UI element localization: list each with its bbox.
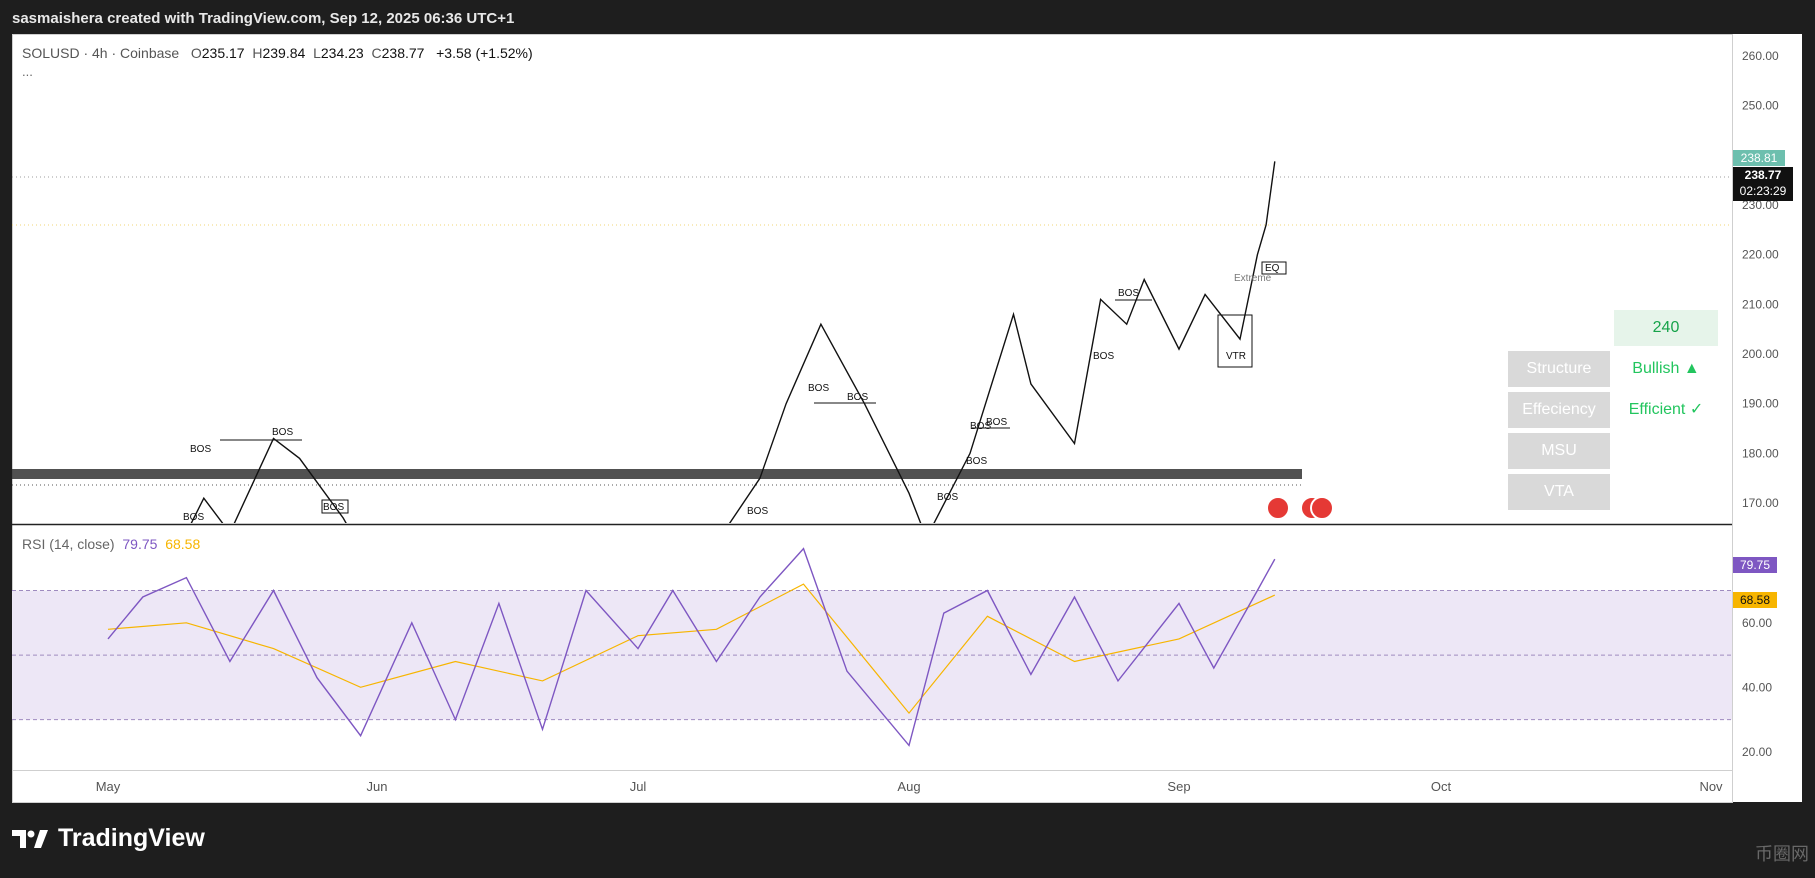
level-cell: 240 — [1614, 310, 1718, 346]
last-price-tag: 238.77 02:23:29 — [1733, 167, 1793, 201]
rsi-ma-legend-value: 68.58 — [165, 536, 201, 552]
rsi-ma-series-line — [107, 583, 1276, 715]
extreme-label: Extreme — [1234, 273, 1272, 284]
rsi-axis: 60.00 40.00 20.00 — [1742, 616, 1772, 759]
time-tick-label: Nov — [1699, 779, 1723, 794]
change-value: +3.58 (+1.52%) — [436, 45, 533, 61]
price-tick-label: 260.00 — [1742, 49, 1779, 63]
low-label: L — [313, 45, 321, 61]
more-indicators-button[interactable]: ... — [22, 64, 33, 79]
price-tick-label: 190.00 — [1742, 397, 1779, 411]
time-tick-label: Oct — [1431, 779, 1452, 794]
site-watermark: 币圈网 — [1755, 844, 1809, 864]
msu-value — [1614, 433, 1718, 469]
efficiency-label: Effeciency — [1508, 392, 1610, 428]
price-tick-label: 180.00 — [1742, 446, 1779, 460]
attribution-text: sasmaishera created with TradingView.com… — [12, 10, 515, 27]
eq-label: EQ — [1265, 263, 1280, 274]
bos-box — [321, 499, 349, 514]
bos-label: BOS — [937, 492, 958, 503]
rsi-tick-label: 20.00 — [1742, 745, 1772, 759]
time-axis: May Jun Jul Aug Sep Oct Nov — [96, 779, 1723, 794]
rsi-series-line — [107, 547, 1276, 747]
vtr-box — [1217, 314, 1253, 368]
eq-box — [1261, 261, 1287, 275]
last-price-value: 238.77 — [1744, 168, 1782, 182]
structure-annotations: BOS BOS BOS BOS BOS BOS BOS BOS BOS BOS … — [183, 261, 1334, 523]
vtr-label: VTR — [1226, 351, 1246, 362]
efficiency-value: Efficient ✓ — [1628, 401, 1704, 418]
close-value: 238.77 — [381, 45, 425, 61]
attribution-header: sasmaishera created with TradingView.com… — [0, 0, 1815, 34]
bos-label: BOS — [1093, 351, 1114, 362]
price-tick-label: 210.00 — [1742, 297, 1779, 311]
close-label: C — [371, 45, 382, 61]
price-series-group — [190, 161, 1276, 523]
high-price-tag: 238.81 — [1733, 150, 1785, 166]
us-flag-event-icon[interactable] — [1310, 496, 1334, 520]
bos-label: BOS — [323, 502, 344, 513]
bos-label: BOS — [986, 417, 1007, 428]
symbol-legend[interactable]: SOLUSD · 4h · Coinbase O235.17 H239.84 L… — [22, 45, 533, 61]
price-series-line — [190, 161, 1276, 523]
price-tick-label: 230.00 — [1742, 198, 1779, 212]
session-label-band — [12, 469, 1302, 479]
msu-label: MSU — [1508, 433, 1610, 469]
rsi-series-group — [107, 547, 1276, 747]
open-value: 235.17 — [201, 45, 245, 61]
rsi-legend-value: 79.75 — [122, 536, 158, 552]
open-label: O — [190, 45, 202, 61]
rsi-band — [12, 590, 1732, 720]
time-tick-label: May — [96, 779, 121, 794]
rsi-value-tag: 79.75 — [1733, 557, 1777, 573]
price-tick-label: 200.00 — [1742, 347, 1779, 361]
price-axis: 260.00250.00240.00230.00220.00210.00200.… — [1742, 49, 1779, 510]
bos-label: BOS — [747, 506, 768, 517]
symbol-name[interactable]: SOLUSD · 4h · Coinbase — [22, 45, 180, 61]
bos-label: BOS — [272, 427, 293, 438]
high-label: H — [252, 45, 263, 61]
bos-label: BOS — [183, 512, 204, 523]
rsi-tick-label: 60.00 — [1742, 616, 1772, 630]
vta-label: VTA — [1508, 474, 1610, 510]
bos-label: BOS — [970, 421, 991, 432]
time-tick-label: Sep — [1167, 779, 1190, 794]
rsi-name[interactable]: RSI (14, close) — [22, 536, 115, 552]
price-tick-label: 220.00 — [1742, 248, 1779, 262]
high-value: 239.84 — [262, 45, 306, 61]
time-tick-label: Aug — [897, 779, 920, 794]
bos-label: BOS — [1118, 288, 1139, 299]
time-tick-label: Jun — [367, 779, 388, 794]
bos-label: BOS — [190, 444, 211, 455]
candle-countdown: 02:23:29 — [1739, 184, 1787, 198]
rsi-band-group — [12, 590, 1732, 721]
bos-label: BOS — [847, 392, 868, 403]
tradingview-logo-text: TradingView — [58, 824, 205, 852]
structure-value: Bullish ▲ — [1632, 360, 1700, 377]
vta-value — [1614, 474, 1718, 510]
structure-label: Structure — [1508, 351, 1610, 387]
us-flag-event-icon[interactable] — [1266, 496, 1290, 520]
price-tick-label: 170.00 — [1742, 496, 1779, 510]
bos-label: BOS — [966, 456, 987, 467]
rsi-ma-value-tag: 68.58 — [1733, 592, 1777, 608]
rsi-tick-label: 40.00 — [1742, 680, 1772, 694]
bos-label: BOS — [808, 383, 829, 394]
time-tick-label: Jul — [630, 779, 647, 794]
rsi-legend[interactable]: RSI (14, close) 79.75 68.58 — [22, 536, 200, 552]
tradingview-logo[interactable]: TradingView — [12, 824, 205, 853]
tradingview-logo-icon — [12, 829, 48, 848]
low-value: 234.23 — [320, 45, 364, 61]
price-tick-label: 250.00 — [1742, 99, 1779, 113]
